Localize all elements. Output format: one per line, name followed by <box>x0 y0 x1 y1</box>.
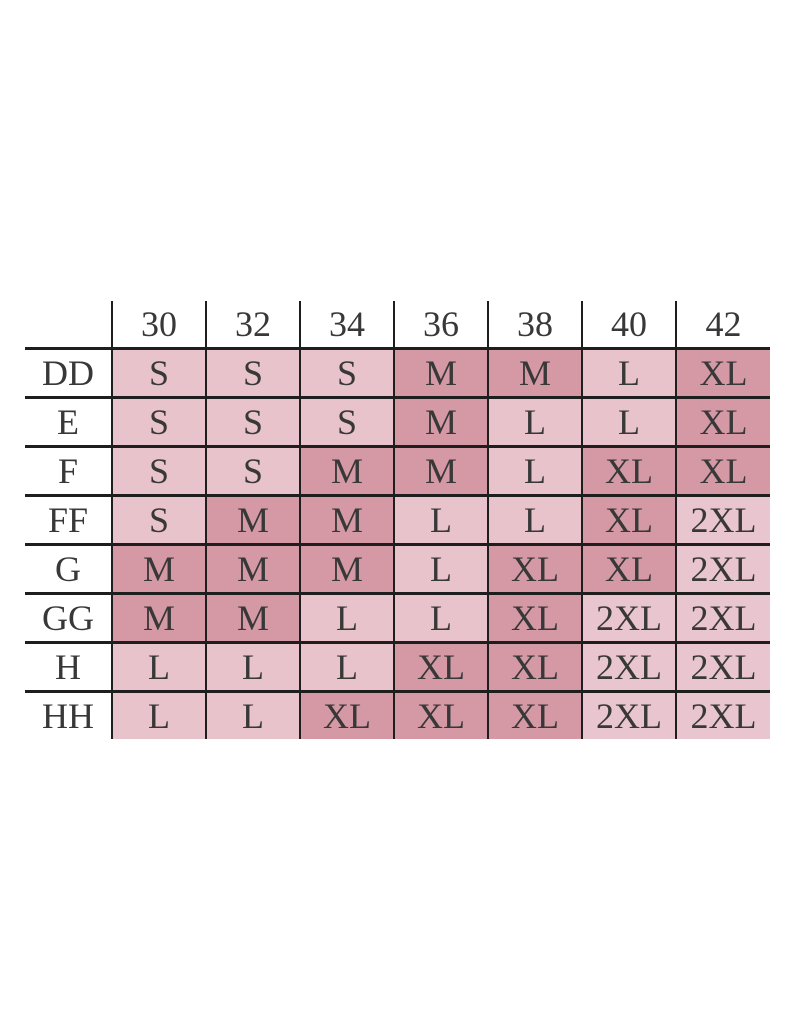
size-cell-dd-38: M <box>487 348 582 399</box>
cup-size-label-dd: DD <box>25 348 112 399</box>
size-cell-f-38: L <box>487 446 582 497</box>
band-size-header-30: 30 <box>111 301 206 350</box>
size-cell-hh-42: 2XL <box>675 691 770 739</box>
table-row-cup-e: E S S S M L L XL <box>25 397 770 448</box>
size-cell-g-34: M <box>299 544 394 595</box>
corner-cell <box>25 301 112 350</box>
size-cell-h-30: L <box>111 642 206 693</box>
cup-size-label-h: H <box>25 642 112 693</box>
size-cell-e-36: M <box>393 397 488 448</box>
cup-size-label-hh: HH <box>25 691 112 739</box>
size-cell-e-38: L <box>487 397 582 448</box>
size-cell-dd-42: XL <box>675 348 770 399</box>
size-cell-h-42: 2XL <box>675 642 770 693</box>
band-size-header-42: 42 <box>675 301 770 350</box>
size-cell-f-32: S <box>205 446 300 497</box>
band-size-header-38: 38 <box>487 301 582 350</box>
size-cell-g-32: M <box>205 544 300 595</box>
size-cell-ff-36: L <box>393 495 488 546</box>
size-cell-e-32: S <box>205 397 300 448</box>
size-cell-ff-30: S <box>111 495 206 546</box>
size-cell-h-32: L <box>205 642 300 693</box>
band-size-header-row: 30 32 34 36 38 40 42 <box>25 301 770 350</box>
size-cell-hh-34: XL <box>299 691 394 739</box>
size-cell-h-40: 2XL <box>581 642 676 693</box>
band-size-header-36: 36 <box>393 301 488 350</box>
size-cell-ff-38: L <box>487 495 582 546</box>
size-cell-g-30: M <box>111 544 206 595</box>
size-chart-body: DD S S S M M L XL E S S S M L L XL F S S M M L XL XL FF S M M L L XL 2X… <box>25 348 770 739</box>
size-cell-dd-40: L <box>581 348 676 399</box>
size-cell-dd-36: M <box>393 348 488 399</box>
size-cell-gg-36: L <box>393 593 488 644</box>
size-cell-e-40: L <box>581 397 676 448</box>
cup-size-label-ff: FF <box>25 495 112 546</box>
size-cell-f-36: M <box>393 446 488 497</box>
size-cell-h-38: XL <box>487 642 582 693</box>
size-cell-e-34: S <box>299 397 394 448</box>
cup-size-label-gg: GG <box>25 593 112 644</box>
cup-size-label-f: F <box>25 446 112 497</box>
size-cell-hh-32: L <box>205 691 300 739</box>
table-row-cup-f: F S S M M L XL XL <box>25 446 770 497</box>
cup-size-label-e: E <box>25 397 112 448</box>
size-cell-gg-30: M <box>111 593 206 644</box>
size-cell-dd-30: S <box>111 348 206 399</box>
band-size-header-34: 34 <box>299 301 394 350</box>
table-row-cup-h: H L L L XL XL 2XL 2XL <box>25 642 770 693</box>
size-cell-f-30: S <box>111 446 206 497</box>
size-cell-ff-40: XL <box>581 495 676 546</box>
table-row-cup-dd: DD S S S M M L XL <box>25 348 770 399</box>
table-row-cup-gg: GG M M L L XL 2XL 2XL <box>25 593 770 644</box>
size-chart-header: 30 32 34 36 38 40 42 <box>25 301 770 350</box>
size-cell-dd-32: S <box>205 348 300 399</box>
size-chart-table: 30 32 34 36 38 40 42 DD S S S M M L XL E S S S M L L XL F S S M M L… <box>25 301 770 739</box>
band-size-header-40: 40 <box>581 301 676 350</box>
size-cell-ff-42: 2XL <box>675 495 770 546</box>
size-cell-ff-34: M <box>299 495 394 546</box>
size-cell-h-34: L <box>299 642 394 693</box>
size-cell-e-42: XL <box>675 397 770 448</box>
size-cell-f-42: XL <box>675 446 770 497</box>
band-size-header-32: 32 <box>205 301 300 350</box>
size-cell-gg-34: L <box>299 593 394 644</box>
size-cell-g-38: XL <box>487 544 582 595</box>
size-cell-gg-40: 2XL <box>581 593 676 644</box>
size-cell-gg-32: M <box>205 593 300 644</box>
size-cell-g-40: XL <box>581 544 676 595</box>
size-cell-e-30: S <box>111 397 206 448</box>
size-cell-f-40: XL <box>581 446 676 497</box>
size-cell-f-34: M <box>299 446 394 497</box>
size-cell-h-36: XL <box>393 642 488 693</box>
table-row-cup-hh: HH L L XL XL XL 2XL 2XL <box>25 691 770 739</box>
size-cell-ff-32: M <box>205 495 300 546</box>
size-cell-hh-30: L <box>111 691 206 739</box>
size-cell-hh-38: XL <box>487 691 582 739</box>
size-cell-gg-38: XL <box>487 593 582 644</box>
table-row-cup-g: G M M M L XL XL 2XL <box>25 544 770 595</box>
size-cell-hh-40: 2XL <box>581 691 676 739</box>
size-cell-g-36: L <box>393 544 488 595</box>
size-cell-gg-42: 2XL <box>675 593 770 644</box>
size-cell-hh-36: XL <box>393 691 488 739</box>
table-row-cup-ff: FF S M M L L XL 2XL <box>25 495 770 546</box>
size-cell-dd-34: S <box>299 348 394 399</box>
cup-size-label-g: G <box>25 544 112 595</box>
size-cell-g-42: 2XL <box>675 544 770 595</box>
